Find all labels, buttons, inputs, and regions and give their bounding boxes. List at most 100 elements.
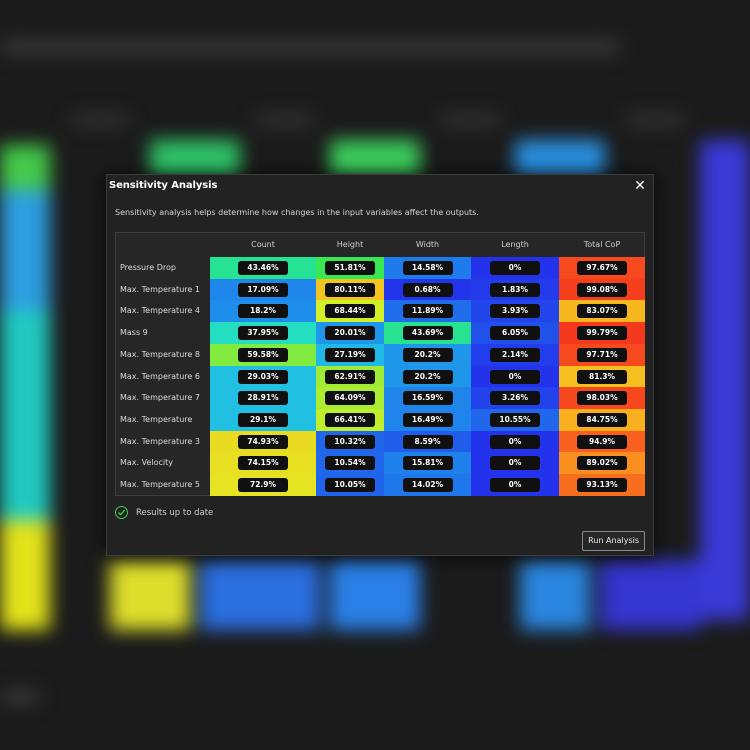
heatmap-cell: 43.69% bbox=[384, 322, 471, 345]
cell-value: 83.07% bbox=[577, 304, 627, 319]
cell-value: 20.01% bbox=[325, 326, 375, 341]
heatmap-cell: 99.08% bbox=[559, 278, 645, 301]
cell-value: 1.83% bbox=[490, 282, 540, 297]
heatmap-cell: 14.02% bbox=[384, 474, 471, 496]
column-header: Length bbox=[501, 240, 529, 249]
cell-value: 0% bbox=[490, 478, 540, 492]
heatmap-cell: 97.67% bbox=[559, 257, 645, 279]
cell-value: 20.2% bbox=[402, 369, 453, 384]
heatmap-cell: 68.44% bbox=[316, 300, 384, 323]
cell-value: 6.05% bbox=[490, 326, 540, 341]
background-cell bbox=[330, 560, 420, 630]
cell-value: 18.2% bbox=[238, 304, 288, 319]
cell-value: 37.95% bbox=[238, 326, 288, 341]
row-label: Max. Temperature 3 bbox=[120, 436, 200, 446]
heatmap-cell: 27.19% bbox=[316, 343, 384, 366]
close-icon[interactable]: ✕ bbox=[634, 178, 646, 194]
heatmap-cell: 15.81% bbox=[384, 452, 471, 475]
background-header bbox=[70, 115, 130, 125]
cell-value: 68.44% bbox=[325, 304, 375, 319]
check-circle-icon bbox=[115, 506, 128, 519]
dialog-title: Sensitivity Analysis bbox=[109, 180, 218, 191]
cell-value: 11.89% bbox=[402, 304, 453, 319]
cell-value: 99.79% bbox=[577, 326, 627, 341]
background-cell bbox=[200, 560, 320, 630]
column-header: Height bbox=[336, 240, 364, 249]
cell-value: 97.71% bbox=[577, 347, 627, 362]
cell-value: 17.09% bbox=[238, 282, 288, 297]
cell-value: 2.14% bbox=[490, 347, 540, 362]
cell-value: 10.55% bbox=[490, 412, 540, 427]
heatmap-cell: 98.03% bbox=[559, 387, 645, 410]
table-header: Count Height Width Length Total CoP bbox=[116, 233, 644, 257]
heatmap-cell: 74.15% bbox=[210, 452, 316, 475]
heatmap-cell: 97.71% bbox=[559, 343, 645, 366]
heatmap-cell: 94.9% bbox=[559, 430, 645, 453]
heatmap-cell: 1.83% bbox=[471, 278, 559, 301]
heatmap-cell: 11.89% bbox=[384, 300, 471, 323]
background-text bbox=[0, 690, 40, 704]
heatmap-cell: 99.79% bbox=[559, 322, 645, 345]
cell-value: 89.02% bbox=[577, 456, 627, 471]
heatmap-cell: 93.13% bbox=[559, 474, 645, 496]
cell-value: 28.91% bbox=[238, 391, 288, 406]
cell-value: 66.41% bbox=[325, 412, 375, 427]
cell-value: 20.2% bbox=[402, 347, 453, 362]
heatmap-cell: 64.09% bbox=[316, 387, 384, 410]
heatmap-cell: 16.49% bbox=[384, 408, 471, 431]
cell-value: 16.59% bbox=[402, 391, 453, 406]
row-label: Max. Temperature 4 bbox=[120, 306, 200, 316]
heatmap-cell: 43.46% bbox=[210, 257, 316, 279]
row-label: Max. Temperature 8 bbox=[120, 349, 200, 359]
run-analysis-button[interactable]: Run Analysis bbox=[582, 531, 645, 551]
heatmap-cell: 0% bbox=[471, 474, 559, 496]
dialog-description: Sensitivity analysis helps determine how… bbox=[115, 208, 479, 217]
background-cell bbox=[700, 140, 750, 620]
background-cell bbox=[0, 145, 50, 190]
heatmap-cell: 0% bbox=[471, 452, 559, 475]
heatmap-cell: 81.3% bbox=[559, 365, 645, 388]
heatmap-cell: 10.55% bbox=[471, 408, 559, 431]
cell-value: 62.91% bbox=[325, 369, 375, 384]
cell-value: 0% bbox=[490, 369, 540, 384]
background-cell bbox=[110, 560, 190, 630]
cell-value: 16.49% bbox=[402, 412, 453, 427]
heatmap-cell: 0% bbox=[471, 257, 559, 279]
cell-value: 74.15% bbox=[238, 456, 288, 471]
cell-value: 10.54% bbox=[325, 456, 375, 471]
heatmap-cell: 84.75% bbox=[559, 408, 645, 431]
heatmap-cell: 72.9% bbox=[210, 474, 316, 496]
cell-value: 0% bbox=[490, 456, 540, 471]
cell-value: 81.3% bbox=[577, 369, 627, 384]
heatmap-cell: 2.14% bbox=[471, 343, 559, 366]
cell-value: 14.02% bbox=[402, 478, 453, 492]
cell-value: 43.69% bbox=[402, 326, 453, 341]
heatmap-cell: 20.2% bbox=[384, 365, 471, 388]
cell-value: 10.05% bbox=[325, 478, 375, 492]
heatmap-cell: 6.05% bbox=[471, 322, 559, 345]
cell-value: 15.81% bbox=[402, 456, 453, 471]
heatmap-cell: 66.41% bbox=[316, 408, 384, 431]
cell-value: 3.26% bbox=[490, 391, 540, 406]
column-header: Width bbox=[415, 240, 440, 249]
background-cell bbox=[330, 140, 420, 180]
cell-value: 8.59% bbox=[402, 434, 453, 449]
heatmap-cell: 8.59% bbox=[384, 430, 471, 453]
heatmap-cell: 10.05% bbox=[316, 474, 384, 496]
background-header bbox=[440, 115, 500, 125]
cell-value: 97.67% bbox=[577, 261, 627, 275]
row-label: Max. Temperature 5 bbox=[120, 480, 200, 489]
cell-value: 72.9% bbox=[238, 478, 288, 492]
cell-value: 0% bbox=[490, 261, 540, 275]
background-header bbox=[255, 115, 315, 125]
row-label: Max. Temperature bbox=[120, 414, 193, 424]
heatmap-cell: 51.81% bbox=[316, 257, 384, 279]
cell-value: 51.81% bbox=[325, 261, 375, 275]
heatmap-cell: 83.07% bbox=[559, 300, 645, 323]
cell-value: 64.09% bbox=[325, 391, 375, 406]
status-label: Results up to date bbox=[136, 508, 214, 518]
background-cell bbox=[0, 520, 50, 630]
cell-value: 0.68% bbox=[402, 282, 453, 297]
heatmap-cell: 62.91% bbox=[316, 365, 384, 388]
